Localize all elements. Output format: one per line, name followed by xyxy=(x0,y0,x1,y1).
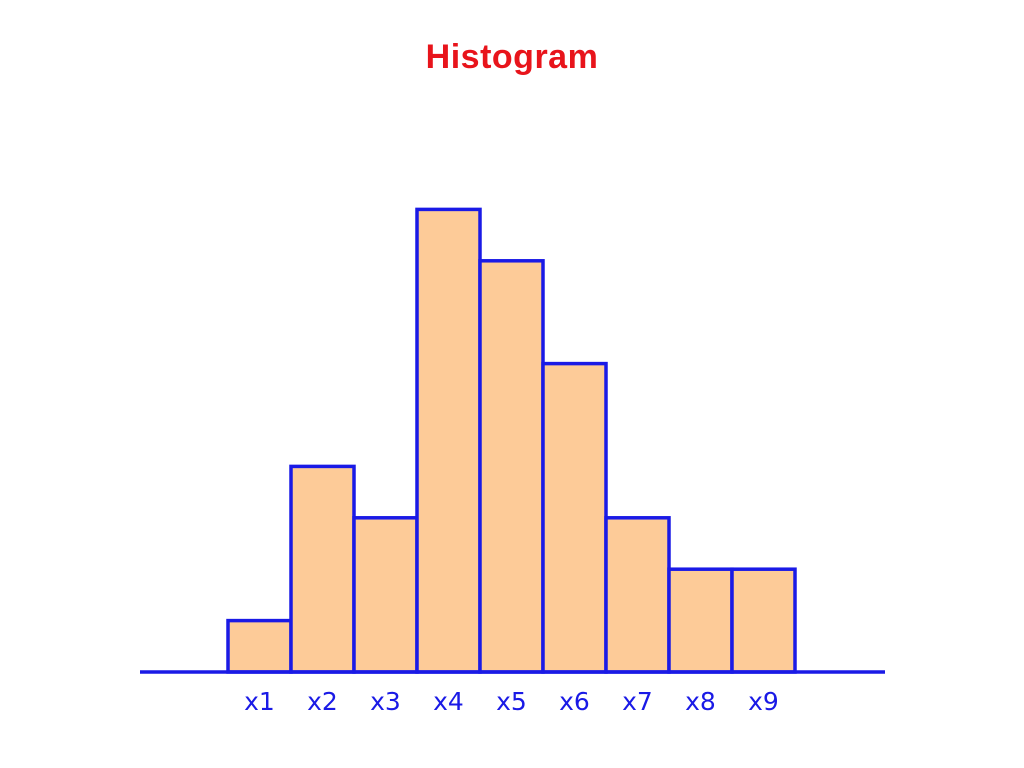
x-tick-label-x4: x4 xyxy=(433,687,464,716)
histogram-bar-x5 xyxy=(478,259,545,674)
x-tick-label-x3: x3 xyxy=(370,687,401,716)
x-tick-label-x7: x7 xyxy=(622,687,653,716)
x-tick-label-x8: x8 xyxy=(685,687,716,716)
histogram-bar-x1 xyxy=(226,618,293,674)
x-tick-label-x5: x5 xyxy=(496,687,527,716)
histogram-bar-x9 xyxy=(730,567,797,674)
histogram-bar-x2 xyxy=(289,464,356,674)
x-tick-label-x1: x1 xyxy=(244,687,275,716)
histogram-bar-x6 xyxy=(541,361,608,674)
histogram-bar-x7 xyxy=(604,516,671,674)
histogram-bar-x4 xyxy=(415,207,482,674)
x-tick-label-x6: x6 xyxy=(559,687,590,716)
x-tick-label-x2: x2 xyxy=(307,687,338,716)
x-tick-label-x9: x9 xyxy=(748,687,779,716)
histogram-bar-x3 xyxy=(352,516,419,674)
histogram-bar-x8 xyxy=(667,567,734,674)
chart-title: Histogram xyxy=(425,38,599,76)
